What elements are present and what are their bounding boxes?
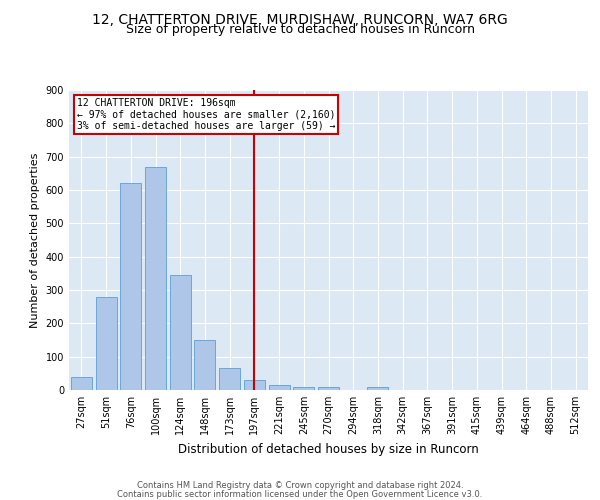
Bar: [71, 376, 92, 390]
Bar: [269, 385, 290, 390]
Bar: [170, 275, 191, 390]
Bar: [120, 184, 141, 390]
Text: 12, CHATTERTON DRIVE, MURDISHAW, RUNCORN, WA7 6RG: 12, CHATTERTON DRIVE, MURDISHAW, RUNCORN…: [92, 12, 508, 26]
Bar: [194, 340, 215, 390]
Y-axis label: Number of detached properties: Number of detached properties: [30, 152, 40, 328]
Bar: [318, 388, 339, 390]
Text: 12 CHATTERTON DRIVE: 196sqm
← 97% of detached houses are smaller (2,160)
3% of s: 12 CHATTERTON DRIVE: 196sqm ← 97% of det…: [77, 98, 335, 130]
Text: Contains public sector information licensed under the Open Government Licence v3: Contains public sector information licen…: [118, 490, 482, 499]
Text: Size of property relative to detached houses in Runcorn: Size of property relative to detached ho…: [125, 22, 475, 36]
Bar: [293, 386, 314, 390]
Bar: [95, 296, 116, 390]
X-axis label: Distribution of detached houses by size in Runcorn: Distribution of detached houses by size …: [178, 442, 479, 456]
Bar: [367, 388, 388, 390]
Text: Contains HM Land Registry data © Crown copyright and database right 2024.: Contains HM Land Registry data © Crown c…: [137, 481, 463, 490]
Bar: [244, 380, 265, 390]
Bar: [145, 166, 166, 390]
Bar: [219, 368, 240, 390]
